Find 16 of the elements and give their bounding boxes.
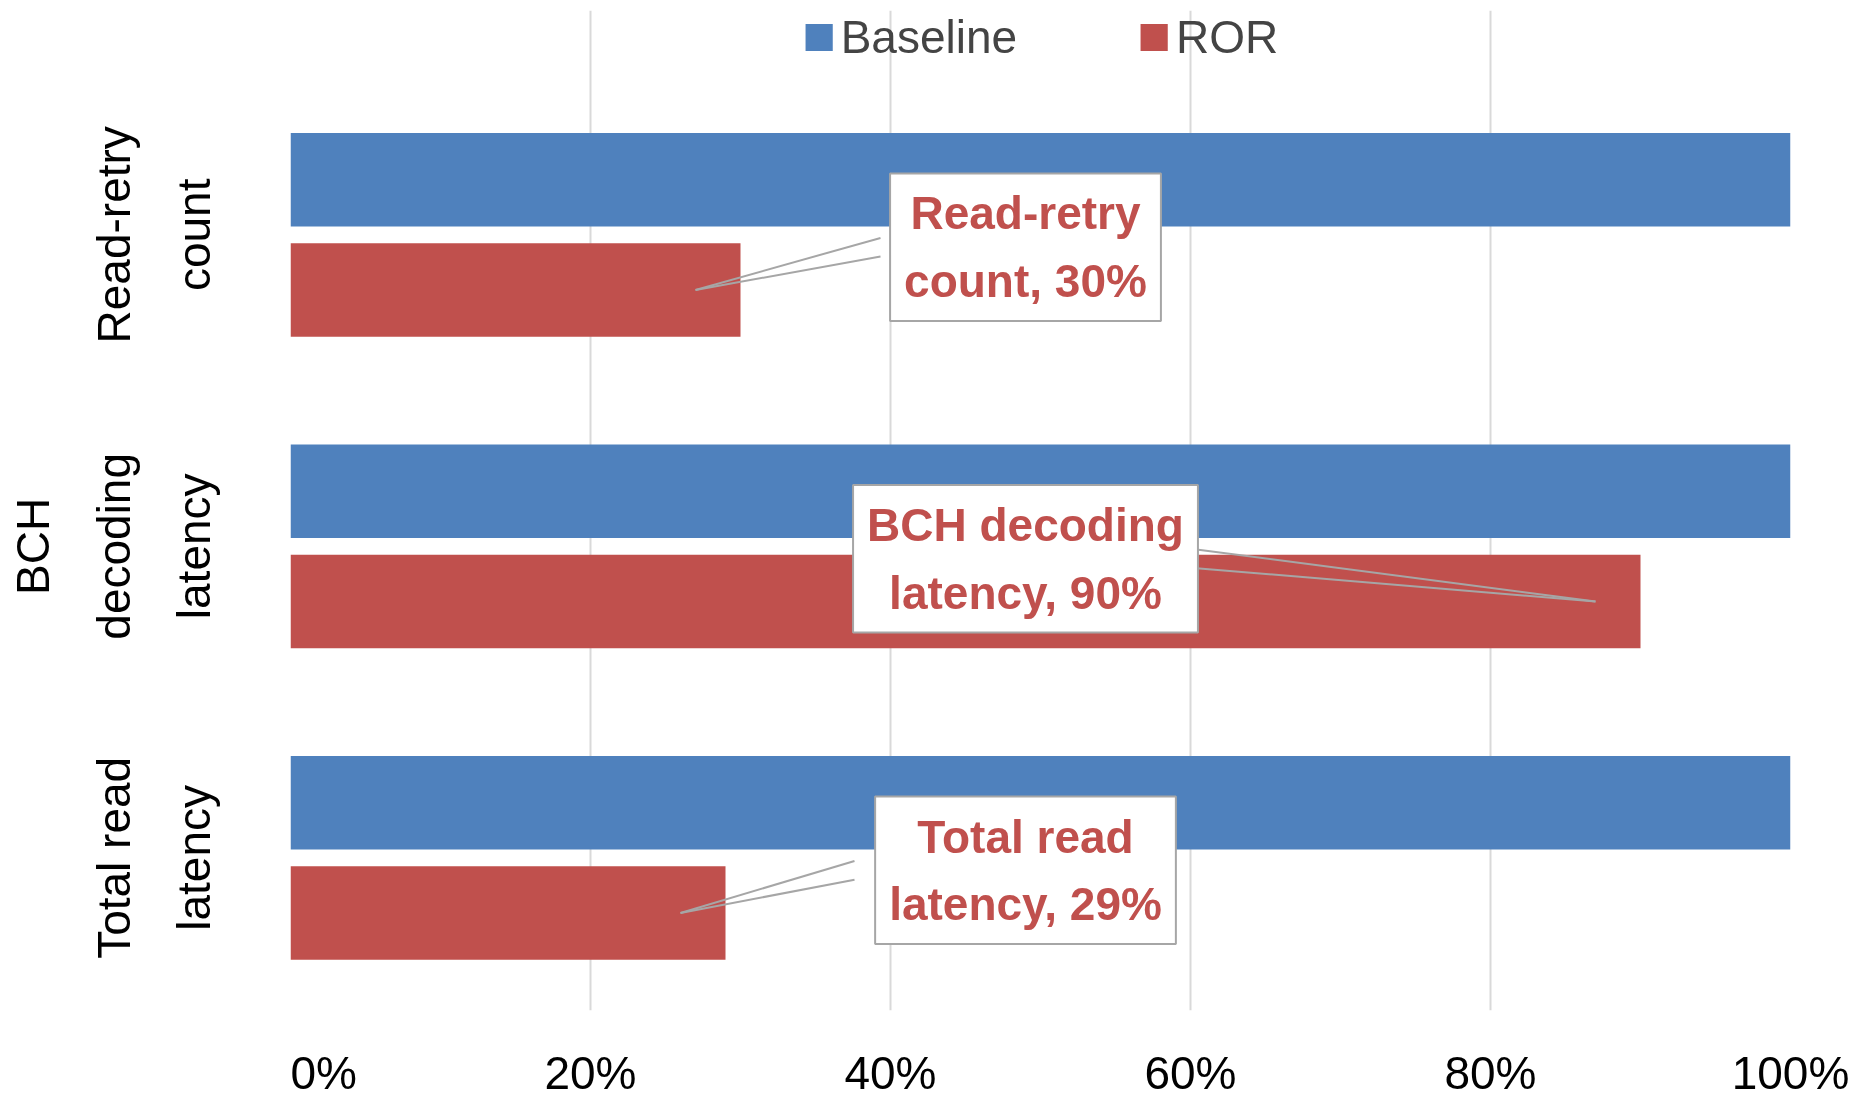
x-tick-label: 20% [544,1046,637,1099]
y-tick-label: BCH decoding latency [7,452,221,640]
legend-label: ROR [1176,10,1279,64]
annotation: Read-retry count, 30% [904,187,1147,308]
bar [290,243,741,337]
x-tick-label: 40% [844,1046,937,1099]
x-tick-label: 60% [1144,1046,1237,1099]
x-tick-label: 80% [1444,1046,1537,1099]
x-tick-label: 100% [1731,1046,1850,1099]
y-tick-label: Read-retry count [87,126,221,344]
legend-label: Baseline [840,10,1018,64]
annotation: BCH decoding latency, 90% [867,498,1184,619]
y-tick-label: Total read latency [87,756,221,959]
annotation: Total read latency, 29% [889,810,1162,931]
x-tick-label: 0% [290,1046,357,1099]
bar [290,866,726,960]
